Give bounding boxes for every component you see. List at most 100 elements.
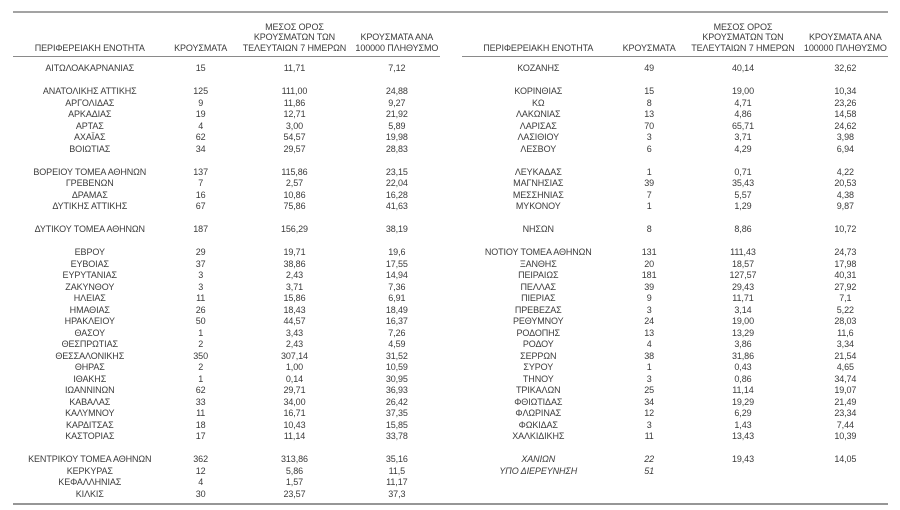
avg7-cell: 1,29	[734, 201, 752, 211]
cases-cell	[167, 236, 235, 248]
cases-cell: 3	[646, 419, 652, 430]
cases-cell: 8	[646, 97, 652, 108]
avg7-cell: 2,43	[285, 339, 304, 349]
cases-cell: 4	[198, 120, 204, 131]
per100k-cell: 11,5	[388, 465, 406, 476]
table-row: ΛΑΣΙΘΙΟΥ 3 3,71 3,98	[462, 132, 889, 144]
per100k-cell: 10,59	[385, 362, 408, 372]
avg7-cell: 115,86	[281, 166, 308, 177]
avg7-cell	[235, 155, 354, 167]
avg7-cell: 0,43	[734, 362, 752, 372]
avg7-cell: 3,14	[734, 304, 752, 315]
region-cell	[462, 477, 616, 489]
per100k-cell: 3,98	[836, 132, 854, 142]
table-row: ΙΘΑΚΗΣ 1 0,14 30,95	[13, 374, 440, 386]
per100k-cell	[354, 75, 439, 87]
region-cell: ΠΙΕΡΙΑΣ	[521, 293, 556, 303]
table-row: ΑΡΤΑΣ 4 3,00 5,89	[13, 121, 440, 133]
per100k-cell: 37,3	[388, 488, 406, 499]
cases-cell: 3	[646, 373, 652, 384]
region-cell	[462, 236, 616, 248]
region-cell: ΑΝΑΤΟΛΙΚΗΣ ΑΤΤΙΚΗΣ	[42, 86, 137, 96]
cases-table-left: ΠΕΡΙΦΕΡΕΙΑΚΗ ΕΝΟΤΗΤΑ ΚΡΟΥΣΜΑΤΑ ΜΕΣΟΣ ΟΡΟ…	[13, 13, 440, 503]
region-cell: ΚΑΡΔΙΤΣΑΣ	[65, 419, 114, 430]
per100k-cell: 11,6	[837, 327, 854, 338]
region-cell: ΘΗΡΑΣ	[74, 362, 105, 372]
cases-cell	[167, 155, 235, 167]
table-row: ΣΕΡΡΩΝ 38 31,86 21,54	[462, 351, 889, 363]
per100k-cell: 15,85	[385, 419, 408, 430]
per100k-cell: 9,87	[836, 201, 854, 211]
per100k-cell	[354, 213, 439, 225]
table-body-right: ΚΟΖΑΝΗΣ 49 40,14 32,62 ΚΟΡΙΝΘΙΑΣ 15 19,00 10,34…	[462, 57, 889, 504]
cases-cell: 7	[646, 189, 652, 200]
table-row: ΑΧΑΪΑΣ 62 54,57 19,98	[13, 132, 440, 144]
region-cell: ΘΕΣΣΑΛΟΝΙΚΗΣ	[55, 350, 125, 361]
per100k-cell: 19,6	[388, 247, 406, 257]
region-cell: ΧΑΝΙΩΝ	[521, 454, 556, 464]
cases-cell: 26	[195, 304, 206, 315]
cases-cell: 1	[646, 201, 652, 211]
table-row: ΡΟΔΟΥ 4 3,86 3,34	[462, 339, 889, 351]
region-cell: ΚΑΛΥΜΝΟΥ	[65, 408, 115, 418]
region-cell: ΖΑΚΥΝΘΟΥ	[65, 281, 115, 292]
avg7-cell: 3,86	[734, 339, 752, 349]
region-cell: ΚΩ	[532, 97, 545, 108]
per100k-cell: 5,22	[836, 304, 854, 315]
cases-cell: 3	[198, 270, 204, 280]
table-row: ΡΕΘΥΜΝΟΥ 24 19,00 28,03	[462, 316, 889, 328]
region-cell: ΔΥΤΙΚΟΥ ΤΟΜΕΑ ΑΘΗΝΩΝ	[34, 224, 145, 234]
region-cell: ΑΡΓΟΛΙΔΑΣ	[65, 97, 115, 108]
avg7-cell: 1,57	[285, 477, 304, 487]
table-body-left: ΑΙΤΩΛΟΑΚΑΡΝΑΝΙΑΣ 15 11,71 7,12 ΑΝΑΤΟΛΙΚΗΣ ΑΤ…	[13, 57, 440, 504]
table-row: ΚΕΝΤΡΙΚΟΥ ΤΟΜΕΑ ΑΘΗΝΩΝ 362 313,86 35,16	[13, 454, 440, 466]
region-cell: ΣΥΡΟΥ	[523, 362, 554, 372]
region-cell	[462, 75, 616, 87]
avg7-cell: 15,86	[283, 293, 306, 303]
avg7-cell: 0,71	[734, 166, 752, 177]
region-cell: ΧΑΛΚΙΔΙΚΗΣ	[512, 431, 565, 441]
per100k-cell: 18,49	[385, 304, 408, 315]
table-row: ΚΑΛΥΜΝΟΥ 11 16,71 37,35	[13, 408, 440, 420]
table-row: ΕΥΡΥΤΑΝΙΑΣ 3 2,43 14,94	[13, 270, 440, 282]
per100k-cell: 11,17	[386, 477, 408, 487]
spacer-row	[462, 155, 889, 167]
region-cell	[13, 75, 167, 87]
spacer-row	[462, 236, 889, 248]
avg7-cell: 12,71	[283, 109, 306, 119]
per100k-cell: 4,22	[836, 166, 854, 177]
region-cell: ΘΑΣΟΥ	[74, 327, 106, 338]
per100k-cell: 22,04	[385, 178, 408, 188]
per100k-cell: 19,98	[385, 132, 408, 142]
avg7-cell	[683, 155, 802, 167]
region-cell: ΕΒΡΟΥ	[74, 247, 105, 257]
cases-cell: 4	[198, 477, 204, 487]
table-row: ΛΑΡΙΣΑΣ 70 65,71 24,62	[462, 121, 889, 133]
region-cell	[13, 443, 167, 455]
avg7-cell: 31,86	[731, 350, 754, 361]
column-header-per100k-label: ΚΡΟΥΣΜΑΤΑ ΑΝΑ 100000 ΠΛΗΘΥΣΜΟ	[803, 32, 887, 53]
cases-cell: 9	[646, 293, 652, 303]
spacer-row	[462, 489, 889, 501]
cases-cell: 12	[195, 465, 206, 476]
table-row: ΤΡΙΚΑΛΩΝ 25 11,14 19,07	[462, 385, 889, 397]
avg7-cell	[235, 213, 354, 225]
avg7-cell: 19,00	[731, 86, 754, 96]
cases-cell: 350	[193, 350, 208, 361]
column-header-per100k-label: ΚΡΟΥΣΜΑΤΑ ΑΝΑ 100000 ΠΛΗΘΥΣΜΟ	[355, 32, 439, 53]
cases-cell: 1	[646, 166, 652, 177]
cases-cell: 22	[644, 454, 655, 464]
column-header-cases: ΚΡΟΥΣΜΑΤΑ	[166, 13, 235, 57]
table-row: ΠΕΛΛΑΣ 39 29,43 27,92	[462, 282, 889, 294]
cases-cell: 3	[198, 281, 204, 292]
cases-cell	[167, 213, 235, 225]
cases-cell: 37	[195, 258, 206, 269]
cases-cell: 38	[644, 350, 655, 361]
region-cell: ΠΡΕΒΕΖΑΣ	[514, 304, 562, 315]
avg7-cell: 11,14	[732, 385, 754, 395]
region-cell: ΦΘΙΩΤΙΔΑΣ	[514, 396, 563, 407]
region-cell: ΠΕΙΡΑΙΩΣ	[518, 270, 559, 280]
spacer-row	[462, 213, 889, 225]
per100k-cell: 9,27	[388, 97, 406, 108]
